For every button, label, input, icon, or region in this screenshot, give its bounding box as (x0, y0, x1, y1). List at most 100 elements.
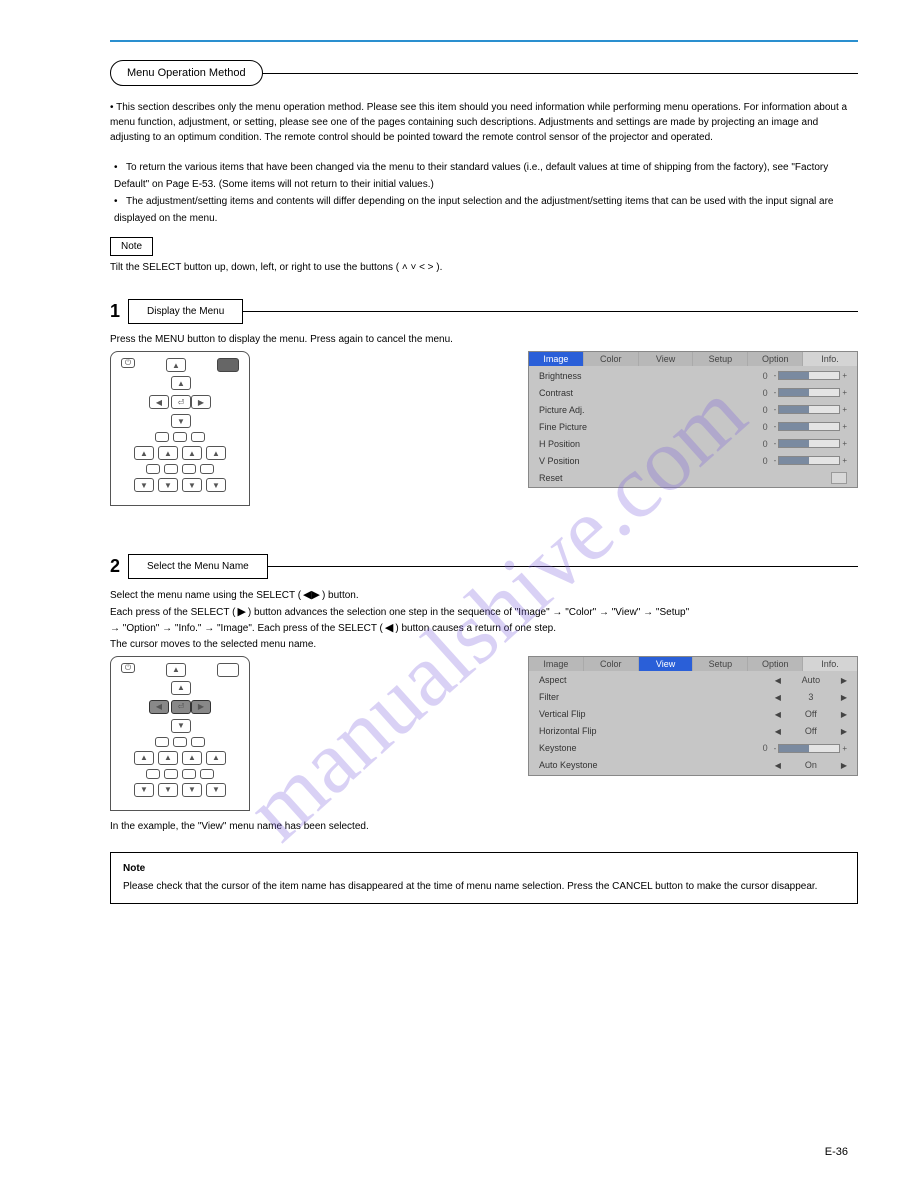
osd-tab-row-2: Image Color View Setup Option Info. (529, 657, 857, 671)
osd-tab-row-1: Image Color View Setup Option Info. (529, 352, 857, 366)
dpad-enter: ⏎ (171, 700, 191, 714)
menu-value: Off (791, 709, 831, 719)
osd-menu-step2: Image Color View Setup Option Info. Aspe… (528, 656, 858, 776)
remote-dpad: ▲ ▼ ◀ ▶ ⏎ (145, 681, 215, 733)
menu-h-position: H Position 0 -+ (529, 435, 857, 452)
top-divider (110, 40, 858, 42)
tab-image: Image (529, 657, 584, 671)
tab-view: View (639, 352, 694, 366)
menu-value: Auto (791, 675, 831, 685)
page-number: E-36 (825, 1146, 848, 1158)
tab-setup: Setup (693, 352, 748, 366)
step2-number: 2 (110, 556, 120, 577)
menu-value: 0 (748, 388, 768, 398)
menu-vflip: Vertical Flip ◀Off▶ (529, 706, 857, 723)
menu-value: 0 (748, 743, 768, 753)
menu-fine-picture: Fine Picture 0 -+ (529, 418, 857, 435)
reset-icon (831, 472, 847, 484)
menu-filter: Filter ◀3▶ (529, 689, 857, 706)
menu-brightness: Brightness 0 -+ (529, 367, 857, 384)
menu-contrast: Contrast 0 -+ (529, 384, 857, 401)
tab-info: Info. (803, 657, 857, 671)
menu-value: 0 (748, 439, 768, 449)
menu-value: 0 (748, 456, 768, 466)
end-note-body: Please check that the cursor of the item… (123, 879, 845, 895)
tab-color: Color (584, 352, 639, 366)
intro-bullets: •To return the various items that have b… (114, 159, 858, 227)
section-heading-line (262, 73, 858, 74)
remote-up: ▲ (166, 358, 186, 372)
dpad-down: ▼ (171, 414, 191, 428)
menu-label: V Position (539, 456, 748, 466)
menu-label: Fine Picture (539, 422, 748, 432)
dpad-enter: ⏎ (171, 395, 191, 409)
menu-keystone: Keystone 0 -+ (529, 740, 857, 757)
menu-value: 0 (748, 422, 768, 432)
dpad-up: ▲ (171, 376, 191, 390)
osd-menu-step1: Image Color View Setup Option Info. Brig… (528, 351, 858, 488)
menu-label: Aspect (539, 675, 707, 685)
menu-label: Keystone (539, 743, 748, 753)
menu-label: Horizontal Flip (539, 726, 707, 736)
remote-up: ▲ (166, 663, 186, 677)
dpad-down: ▼ (171, 719, 191, 733)
step2-heading: 2 Select the Menu Name (110, 554, 858, 579)
menu-hflip: Horizontal Flip ◀Off▶ (529, 723, 857, 740)
tab-option: Option (748, 352, 803, 366)
tab-option: Option (748, 657, 803, 671)
menu-value: 0 (748, 405, 768, 415)
tiny-select-note: Tilt the SELECT button up, down, left, o… (110, 262, 858, 273)
menu-label: Filter (539, 692, 707, 702)
menu-picture-adj: Picture Adj. 0 -+ (529, 401, 857, 418)
dpad-left: ◀ (149, 395, 169, 409)
remote-dpad: ▲ ▼ ◀ ▶ ⏎ (145, 376, 215, 428)
step2-sub-note: In the example, the "View" menu name has… (110, 819, 858, 834)
intro-text: • This section describes only the menu o… (110, 100, 858, 145)
menu-label: H Position (539, 439, 748, 449)
dpad-right-highlight: ▶ (191, 700, 211, 714)
step2-line (268, 566, 858, 567)
step2-title: Select the Menu Name (128, 554, 268, 579)
power-icon: ⏻ (121, 358, 135, 368)
intro-bullet-1: To return the various items that have be… (114, 162, 828, 190)
menu-label: Auto Keystone (539, 760, 707, 770)
menu-value: 0 (748, 371, 768, 381)
menu-label: Contrast (539, 388, 748, 398)
note-label: Note (110, 237, 153, 256)
menu-label: Brightness (539, 371, 748, 381)
remote-blank (217, 663, 239, 677)
dpad-left-highlight: ◀ (149, 700, 169, 714)
power-icon: ⏻ (121, 663, 135, 673)
step1-line (243, 311, 858, 312)
section-heading: Menu Operation Method (110, 60, 263, 86)
menu-label: Picture Adj. (539, 405, 748, 415)
menu-reset: Reset (529, 469, 857, 486)
section-heading-row: Menu Operation Method (110, 60, 858, 86)
menu-label: Vertical Flip (539, 709, 707, 719)
remote-blank-dark (217, 358, 239, 372)
tab-setup: Setup (693, 657, 748, 671)
dpad-up: ▲ (171, 681, 191, 695)
menu-v-position: V Position 0 -+ (529, 452, 857, 469)
note-row: Note (110, 237, 858, 256)
menu-label: Reset (539, 473, 831, 483)
end-note-box: Note Please check that the cursor of the… (110, 852, 858, 904)
tab-image: Image (529, 352, 584, 366)
step1-desc: Press the MENU button to display the men… (110, 332, 858, 347)
tab-info: Info. (803, 352, 857, 366)
remote-control-step2: ⏻ ▲ ▲ ▼ ◀ ▶ ⏎ ▲▲▲▲ ▼▼▼▼ (110, 656, 250, 811)
menu-aspect: Aspect ◀Auto▶ (529, 672, 857, 689)
menu-value: 3 (791, 692, 831, 702)
menu-value: Off (791, 726, 831, 736)
remote-control-step1: ⏻ ▲ ▲ ▼ ◀ ▶ ⏎ ▲▲▲▲ ▼▼▼▼ (110, 351, 250, 506)
menu-auto-keystone: Auto Keystone ◀On▶ (529, 757, 857, 774)
intro-body: This section describes only the menu ope… (110, 102, 847, 143)
step2-desc: Select the menu name using the SELECT (◀… (110, 587, 858, 652)
step1-number: 1 (110, 301, 120, 322)
tab-view: View (639, 657, 694, 671)
end-note-title: Note (123, 861, 845, 877)
intro-bullet-2: The adjustment/setting items and content… (114, 196, 833, 224)
menu-value: On (791, 760, 831, 770)
tab-color: Color (584, 657, 639, 671)
dpad-right: ▶ (191, 395, 211, 409)
